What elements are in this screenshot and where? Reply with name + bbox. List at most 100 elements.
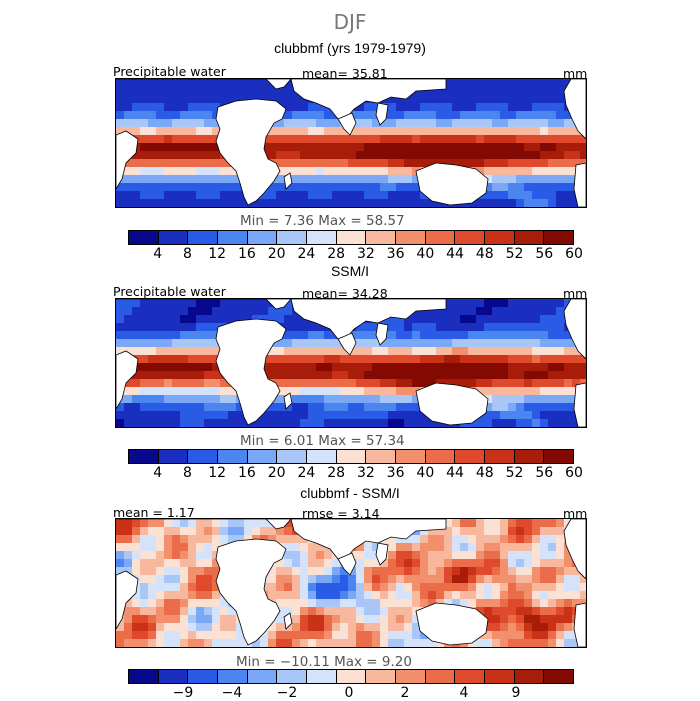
field-cell xyxy=(508,575,517,584)
field-cell xyxy=(292,551,301,560)
field-cell xyxy=(444,151,453,160)
field-cell xyxy=(140,519,149,528)
field-cell xyxy=(356,339,365,348)
field-cell xyxy=(164,559,173,568)
field-cell xyxy=(492,307,501,316)
field-cell xyxy=(548,331,557,340)
field-cell xyxy=(116,127,125,136)
field-cell xyxy=(428,551,437,560)
field-cell xyxy=(124,395,133,404)
field-cell xyxy=(532,95,541,104)
field-cell xyxy=(420,199,429,207)
field-cell xyxy=(508,615,517,624)
field-cell xyxy=(116,567,125,576)
field-cell xyxy=(124,387,133,396)
field-cell xyxy=(324,127,333,136)
field-cell xyxy=(524,631,533,640)
field-cell xyxy=(324,395,333,404)
field-cell xyxy=(124,315,133,324)
field-cell xyxy=(164,379,173,388)
field-cell xyxy=(332,119,341,128)
field-cell xyxy=(396,631,405,640)
field-cell xyxy=(132,607,141,616)
field-cell xyxy=(476,591,485,600)
field-cell xyxy=(492,363,501,372)
field-cell xyxy=(332,575,341,584)
field-cell xyxy=(388,347,397,356)
field-cell xyxy=(532,355,541,364)
field-cell xyxy=(164,355,173,364)
field-cell xyxy=(420,339,429,348)
field-cell xyxy=(580,583,586,592)
field-cell xyxy=(220,387,229,396)
field-cell xyxy=(180,323,189,332)
field-cell xyxy=(132,79,141,88)
field-cell xyxy=(148,175,157,184)
field-cell xyxy=(164,639,173,647)
field-cell xyxy=(276,95,285,104)
field-cell xyxy=(412,575,421,584)
field-cell xyxy=(508,387,517,396)
field-cell xyxy=(148,87,157,96)
field-cell xyxy=(396,411,405,420)
field-cell xyxy=(484,403,493,412)
field-cell xyxy=(524,607,533,616)
field-cell xyxy=(428,567,437,576)
field-cell xyxy=(324,379,333,388)
field-cell xyxy=(348,371,357,380)
field-cell xyxy=(364,631,373,640)
field-cell xyxy=(268,143,277,152)
field-cell xyxy=(228,535,237,544)
panel-3-title: clubbmf - SSM/I xyxy=(300,485,400,501)
field-cell xyxy=(204,411,213,420)
field-cell xyxy=(476,639,485,647)
field-cell xyxy=(492,199,501,207)
field-cell xyxy=(276,591,285,600)
field-cell xyxy=(412,615,421,624)
colorbar-tick-label: 52 xyxy=(505,246,524,262)
field-cell xyxy=(252,199,261,207)
field-cell xyxy=(204,355,213,364)
field-cell xyxy=(452,103,461,112)
field-cell xyxy=(284,639,293,647)
field-cell xyxy=(532,323,541,332)
panel-2-title: SSM/I xyxy=(330,263,370,279)
field-cell xyxy=(356,111,365,120)
landmass xyxy=(415,602,489,646)
field-cell xyxy=(244,95,253,104)
field-cell xyxy=(540,575,549,584)
field-cell xyxy=(284,419,293,427)
field-cell xyxy=(308,167,317,176)
field-cell xyxy=(220,183,229,192)
field-cell xyxy=(508,519,517,528)
field-cell xyxy=(364,543,373,552)
field-cell xyxy=(556,411,565,420)
field-cell xyxy=(268,639,277,647)
field-cell xyxy=(508,143,517,152)
field-cell xyxy=(308,559,317,568)
field-cell xyxy=(564,331,573,340)
field-cell xyxy=(500,379,509,388)
field-cell xyxy=(572,135,581,144)
field-cell xyxy=(148,307,157,316)
field-cell xyxy=(388,615,397,624)
field-cell xyxy=(212,519,221,528)
field-cell xyxy=(196,175,205,184)
field-cell xyxy=(484,623,493,632)
field-cell xyxy=(340,419,349,427)
field-cell xyxy=(452,299,461,308)
field-cell xyxy=(492,535,501,544)
field-cell xyxy=(116,623,125,632)
field-cell xyxy=(276,135,285,144)
field-cell xyxy=(372,119,381,128)
field-cell xyxy=(476,599,485,608)
field-cell xyxy=(556,607,565,616)
field-cell xyxy=(540,615,549,624)
field-cell xyxy=(204,307,213,316)
field-cell xyxy=(492,175,501,184)
field-cell xyxy=(156,191,165,200)
field-cell xyxy=(468,519,477,528)
field-cell xyxy=(444,371,453,380)
field-cell xyxy=(292,119,301,128)
field-cell xyxy=(188,615,197,624)
